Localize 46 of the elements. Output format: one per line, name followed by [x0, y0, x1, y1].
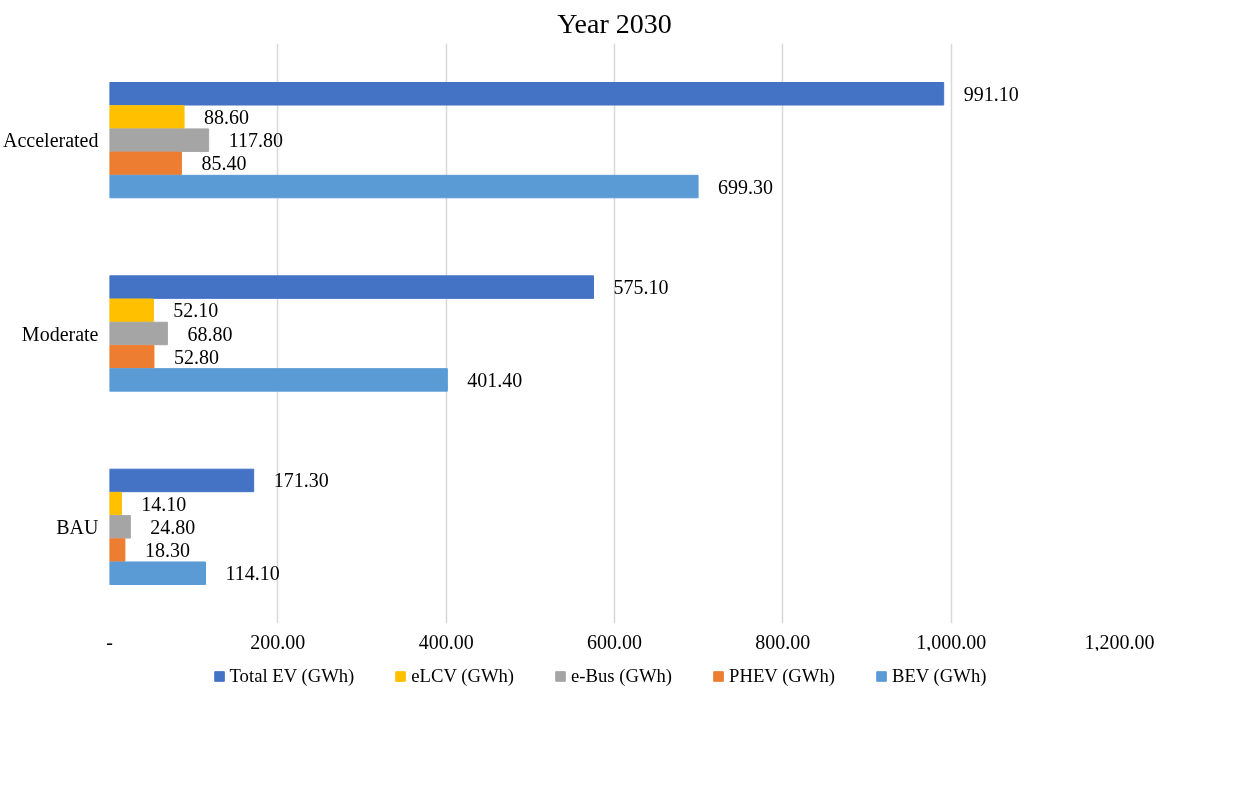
data-label: 575.10 [613, 276, 669, 299]
legend-label: e-Bus (GWh) [571, 665, 673, 687]
data-label: 18.30 [144, 539, 190, 562]
y-tick-label: Moderate [21, 322, 99, 345]
x-tick-label: 600.00 [587, 630, 642, 653]
x-tick-label: 200.00 [250, 630, 306, 653]
bar [109, 174, 699, 199]
chart-title: Year 2030 [557, 7, 672, 39]
data-label: 114.10 [225, 562, 280, 585]
bar [109, 298, 154, 323]
data-label: 88.60 [204, 105, 250, 128]
data-label: 85.40 [201, 152, 247, 175]
legend-label: PHEV (GWh) [729, 665, 835, 687]
bar [109, 468, 255, 493]
x-tick-label: 1,200.00 [1084, 630, 1155, 653]
data-label: 52.10 [173, 299, 219, 322]
legend-label: Total EV (GWh) [229, 665, 355, 687]
bar [109, 151, 182, 176]
x-tick-label: 1,000.00 [916, 630, 987, 653]
data-label: 699.30 [718, 175, 774, 198]
bar [109, 368, 448, 392]
data-label: 991.10 [963, 82, 1019, 105]
data-label: 24.80 [150, 515, 196, 538]
bar [109, 82, 945, 106]
y-tick-label: Accelerated [3, 129, 99, 152]
y-tick-label: BAU [56, 515, 100, 538]
bar [109, 491, 122, 516]
legend-label: BEV (GWh) [891, 665, 987, 687]
data-label: 117.80 [228, 129, 283, 152]
data-label: 171.30 [273, 469, 329, 492]
bar [109, 344, 155, 369]
data-label: 14.10 [141, 492, 187, 515]
x-tick-label: - [106, 630, 113, 653]
x-tick-label: 800.00 [755, 630, 811, 653]
data-label: 68.80 [187, 322, 233, 345]
legend-label: eLCV (GWh) [411, 665, 515, 687]
x-tick-label: 400.00 [418, 630, 474, 653]
bar [109, 321, 168, 346]
bar [109, 561, 207, 585]
bar [109, 105, 185, 129]
bar [109, 128, 210, 152]
data-label: 401.40 [467, 368, 523, 391]
bar [109, 515, 131, 539]
bar [109, 538, 126, 562]
data-label: 52.80 [173, 345, 219, 368]
bar [109, 275, 595, 299]
